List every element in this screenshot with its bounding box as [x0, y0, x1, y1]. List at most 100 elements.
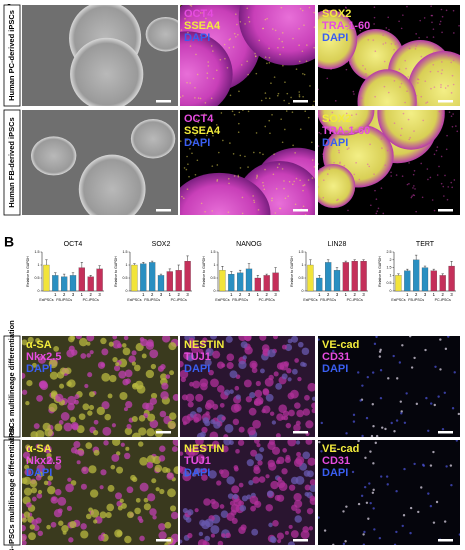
speckle	[239, 167, 242, 169]
speckle	[311, 141, 313, 144]
colony	[377, 110, 445, 150]
speckle	[197, 97, 200, 99]
cell	[76, 460, 81, 465]
x-tick-label: 1	[433, 292, 436, 297]
cell	[111, 423, 116, 428]
speckle	[384, 42, 387, 44]
bar	[52, 275, 59, 292]
speckle	[215, 26, 217, 29]
speckle	[415, 210, 417, 213]
speckle	[326, 173, 329, 175]
cell	[36, 492, 43, 499]
cell	[351, 470, 355, 474]
cell	[74, 394, 80, 400]
speckle	[180, 29, 183, 31]
cell	[210, 498, 216, 505]
speckle	[303, 24, 305, 26]
cell	[232, 418, 240, 426]
cell	[160, 391, 169, 400]
cell	[255, 453, 263, 462]
speckle	[255, 177, 258, 179]
cell	[357, 502, 361, 506]
stain-label: TRA-1-60	[322, 20, 370, 32]
speckle	[180, 140, 182, 142]
speckle	[184, 17, 186, 20]
row-label: Human PC-derived iPSCs	[7, 10, 16, 101]
bar	[333, 270, 341, 292]
error-bar	[150, 260, 154, 263]
speckle	[294, 152, 296, 154]
speckle	[183, 197, 185, 200]
speckle	[440, 84, 442, 86]
speckle	[406, 183, 409, 186]
cell	[275, 382, 283, 390]
cell	[191, 472, 197, 477]
speckle	[284, 128, 286, 131]
cell	[430, 402, 433, 405]
speckle	[418, 65, 420, 67]
cell	[54, 488, 62, 496]
cell	[455, 440, 458, 442]
bar	[166, 271, 173, 292]
speckle	[301, 9, 304, 12]
cell	[399, 400, 402, 403]
cell	[102, 426, 112, 436]
y-tick-label: 1.5	[35, 250, 40, 254]
cell	[352, 420, 356, 423]
speckle	[400, 82, 403, 85]
cell	[400, 412, 403, 415]
speckle	[338, 149, 340, 152]
speckle	[423, 17, 426, 19]
stain-label: DAPI	[322, 467, 348, 479]
colony	[318, 110, 375, 136]
cell	[131, 432, 141, 437]
row-label: FB-iPSCs multilineage differentiation	[7, 426, 16, 550]
cell	[373, 342, 377, 346]
speckle	[394, 43, 397, 45]
cell	[159, 445, 166, 452]
speckle	[263, 188, 266, 191]
speckle	[239, 20, 242, 23]
stain-label: VE-cad	[322, 339, 359, 351]
speckle	[393, 48, 395, 51]
speckle	[441, 114, 444, 117]
speckle	[411, 195, 413, 197]
speckle	[187, 27, 190, 30]
cell	[291, 368, 298, 375]
cell	[97, 361, 106, 369]
speckle	[447, 85, 449, 87]
y-tick-label: 1.5	[387, 266, 392, 270]
cell	[277, 480, 286, 489]
speckle	[187, 31, 189, 34]
speckle	[307, 116, 310, 119]
cell	[86, 336, 95, 342]
cell	[368, 482, 371, 485]
speckle	[431, 14, 434, 17]
speckle	[380, 187, 383, 189]
speckle	[374, 50, 377, 53]
cell	[22, 524, 26, 532]
cell	[80, 530, 89, 539]
speckle	[200, 202, 203, 205]
cell	[35, 444, 41, 449]
cell	[283, 415, 289, 421]
colony	[238, 5, 315, 66]
cell	[271, 420, 277, 425]
speckle	[189, 82, 191, 84]
cell	[205, 347, 214, 357]
cell	[22, 372, 26, 379]
speckle	[247, 16, 250, 19]
chart-title: TERT	[416, 241, 435, 248]
cell	[293, 492, 302, 502]
y-tick-label: 0.5	[35, 276, 40, 280]
cell	[229, 370, 238, 379]
x-tick-label: 3	[186, 292, 189, 297]
speckle	[433, 153, 436, 156]
stain-label: NESTIN	[184, 443, 224, 455]
y-tick-label: 1	[38, 263, 40, 267]
cell	[276, 532, 285, 540]
speckle	[390, 175, 393, 177]
speckle	[399, 86, 401, 88]
speckle	[237, 33, 239, 36]
cell	[450, 483, 453, 487]
